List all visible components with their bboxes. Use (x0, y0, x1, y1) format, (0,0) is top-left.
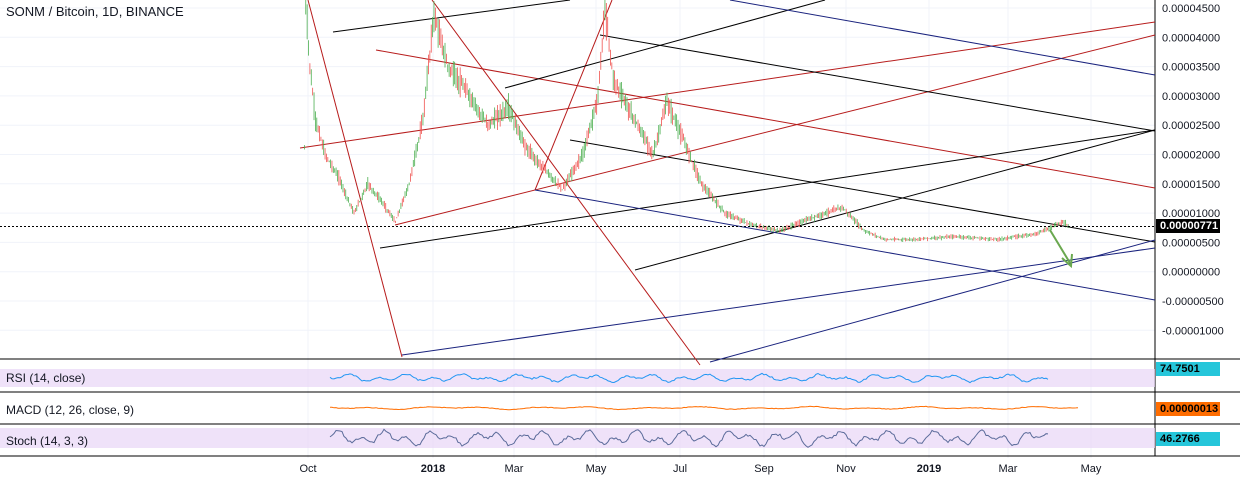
chart-title: SONM / Bitcoin, 1D, BINANCE (6, 4, 184, 19)
x-tick-label: 2019 (917, 463, 941, 475)
x-tick-label: May (586, 463, 607, 475)
trendline (375, 49, 1156, 189)
trendline (634, 129, 1156, 271)
rsi-line (329, 372, 1049, 384)
x-tick-label: Oct (299, 463, 316, 475)
y-tick-label: 0.00000500 (1162, 237, 1220, 249)
x-tick-label: May (1081, 463, 1102, 475)
macd-value-tag: 0.00000013 (1156, 402, 1220, 416)
y-tick-label: -0.00001000 (1162, 325, 1224, 337)
trendline (534, 0, 613, 191)
last-price-tag: 0.00000771 (1156, 219, 1220, 233)
projection-arrow (1049, 229, 1073, 269)
rsi-band (0, 369, 1155, 387)
trendline (504, 0, 826, 89)
y-tick-label: 0.00003000 (1162, 91, 1220, 103)
y-tick-label: 0.00002500 (1162, 120, 1220, 132)
y-tick-label: 0.00001000 (1162, 208, 1220, 220)
trendline (599, 34, 1156, 132)
stoch-band (0, 428, 1155, 448)
x-tick-label: Jul (673, 463, 687, 475)
macd-signal-line (330, 405, 1079, 411)
indicator-panes (0, 369, 1155, 448)
trendline (332, 0, 571, 33)
x-tick-label: Nov (836, 463, 856, 475)
y-tick-label: 0.00003500 (1162, 62, 1220, 74)
rsi-label[interactable]: RSI (14, close) (6, 371, 86, 385)
x-tick-label: 2018 (421, 463, 445, 475)
price-axis[interactable]: 0.00004500 0.00004000 0.00003500 0.00003000… (1162, 3, 1224, 337)
trendline (307, 0, 403, 358)
macd-label[interactable]: MACD (12, 26, close, 9) (6, 403, 135, 417)
y-tick-label: 0.00004000 (1162, 32, 1220, 44)
x-tick-label: Mar (999, 463, 1018, 475)
stoch-value-tag: 46.2766 (1156, 432, 1220, 446)
arrow-shaft (1049, 229, 1071, 264)
y-tick-label: 0.00000000 (1162, 267, 1220, 279)
arrow-head (1061, 253, 1073, 269)
price-candles (303, 0, 1069, 243)
y-tick-label: 0.00001500 (1162, 179, 1220, 191)
rsi-value-tag: 74.7501 (1156, 362, 1220, 376)
trendline (534, 189, 1156, 301)
trendline (394, 34, 1156, 226)
y-tick-label: 0.00004500 (1162, 3, 1220, 15)
grid (0, 0, 1240, 458)
trendline (709, 239, 1156, 363)
stoch-line (329, 428, 1049, 448)
trendline (401, 247, 1156, 356)
x-tick-label: Sep (754, 463, 774, 475)
time-axis[interactable]: Oct 2018 Mar May Jul Sep Nov 2019 Mar May (299, 463, 1101, 475)
y-tick-label: -0.00000500 (1162, 296, 1224, 308)
y-tick-label: 0.00002000 (1162, 150, 1220, 162)
x-tick-label: Mar (505, 463, 524, 475)
trendline (729, 0, 1156, 76)
trendline (299, 21, 1156, 149)
stoch-label[interactable]: Stoch (14, 3, 3) (6, 434, 89, 448)
trendline (379, 129, 1156, 249)
